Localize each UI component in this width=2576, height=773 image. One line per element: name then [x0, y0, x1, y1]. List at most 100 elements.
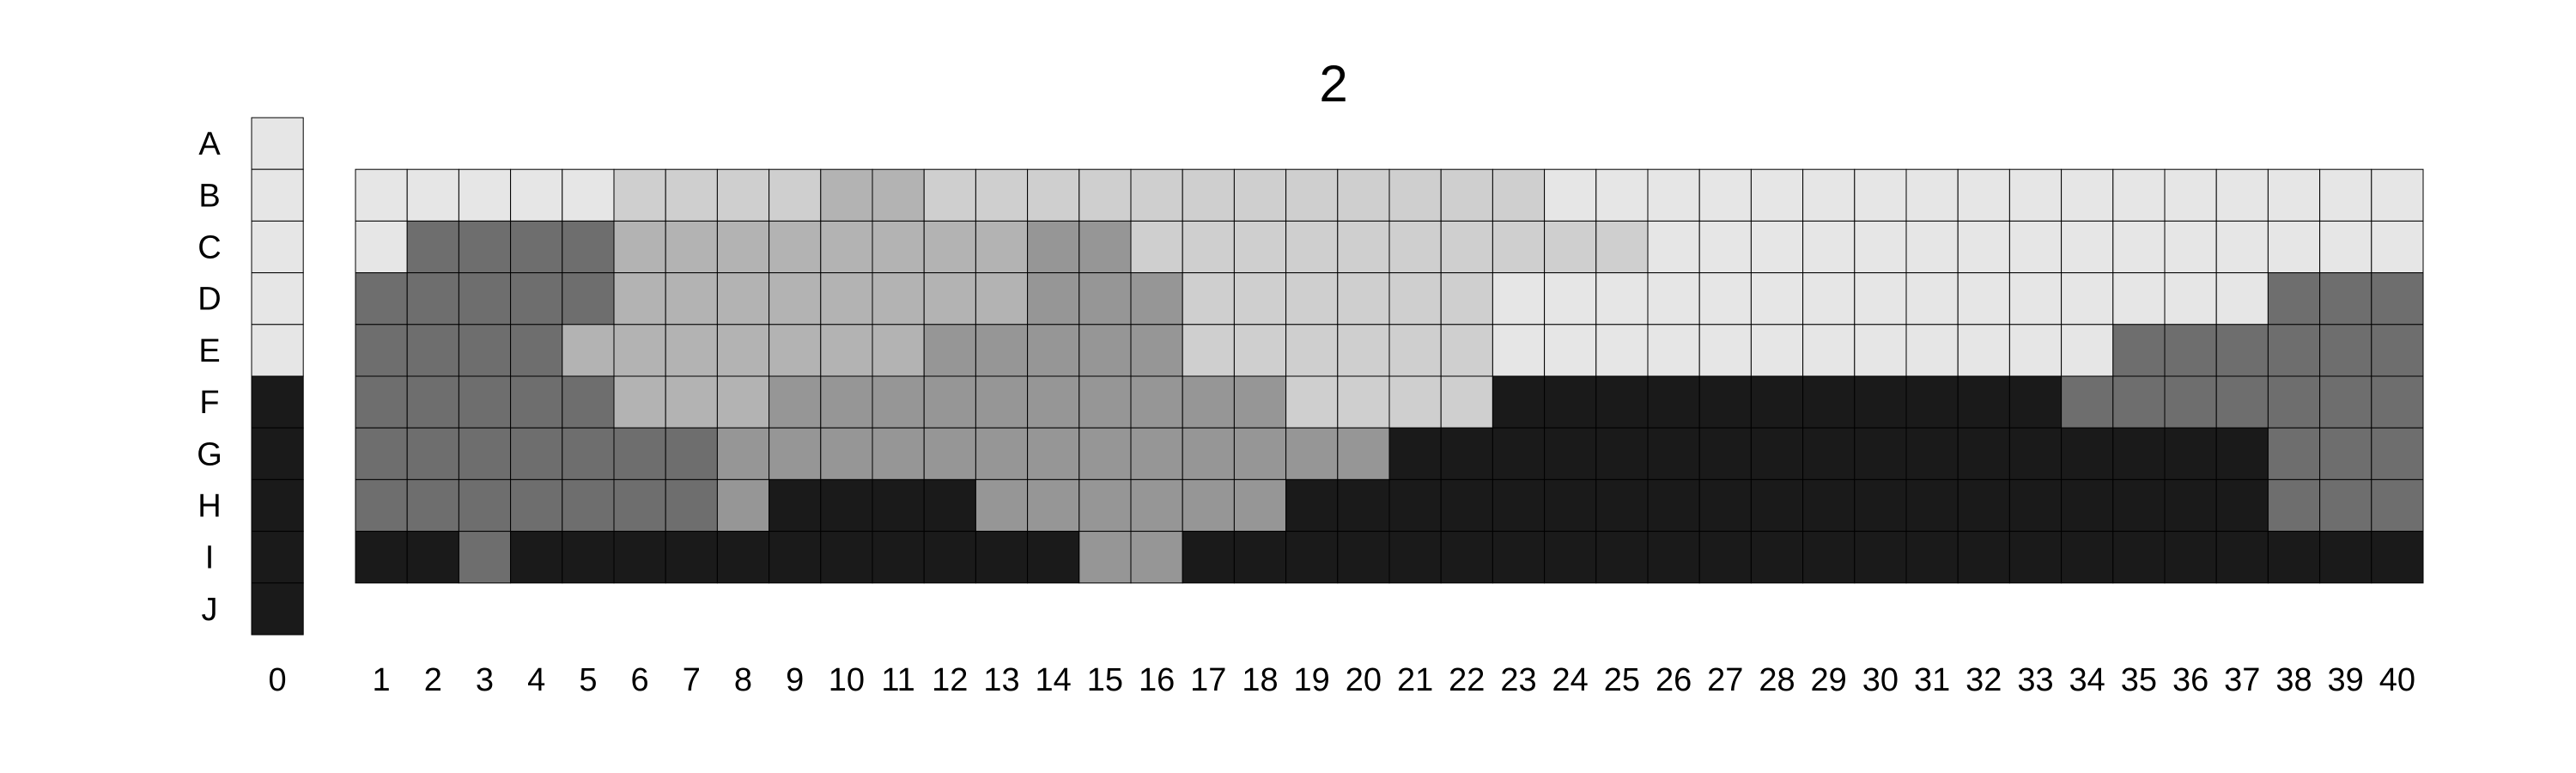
column-label-3: 3	[476, 662, 494, 698]
cell-B-18	[1233, 168, 1287, 222]
cell-H-21	[1388, 478, 1442, 533]
column-label-20: 20	[1346, 662, 1382, 698]
cell-F-15	[1078, 375, 1132, 429]
cell-B-29	[1802, 168, 1856, 222]
column-label-34: 34	[2069, 662, 2105, 698]
cell-B-21	[1388, 168, 1442, 222]
cell-B-20	[1337, 168, 1390, 222]
cell-G-11	[872, 427, 925, 480]
cell-col0-D	[251, 272, 304, 326]
cell-C-10	[820, 220, 873, 274]
column-label-35: 35	[2121, 662, 2157, 698]
cell-E-24	[1544, 324, 1597, 377]
cell-D-1	[355, 272, 408, 326]
cell-C-9	[769, 220, 822, 274]
cell-D-8	[716, 272, 770, 326]
cell-F-25	[1595, 375, 1649, 429]
cell-C-8	[716, 220, 770, 274]
cell-B-19	[1285, 168, 1339, 222]
column-label-23: 23	[1500, 662, 1536, 698]
cell-C-36	[2164, 220, 2217, 274]
row-label-H: H	[197, 489, 221, 525]
column-label-7: 7	[683, 662, 701, 698]
cell-H-3	[458, 478, 512, 533]
cell-F-12	[923, 375, 976, 429]
cell-H-16	[1130, 478, 1183, 533]
cell-B-24	[1544, 168, 1597, 222]
cell-H-34	[2061, 478, 2114, 533]
cell-H-19	[1285, 478, 1339, 533]
cell-C-28	[1750, 220, 1804, 274]
cell-D-6	[613, 272, 666, 326]
cell-C-19	[1285, 220, 1339, 274]
cell-I-20	[1337, 531, 1390, 584]
cell-F-3	[458, 375, 512, 429]
cell-G-30	[1854, 427, 1907, 480]
column-label-38: 38	[2275, 662, 2312, 698]
cell-F-10	[820, 375, 873, 429]
cell-B-3	[458, 168, 512, 222]
cell-E-14	[1027, 324, 1080, 377]
cell-B-16	[1130, 168, 1183, 222]
cell-G-39	[2319, 427, 2372, 480]
cell-F-17	[1182, 375, 1235, 429]
cell-B-37	[2215, 168, 2269, 222]
cell-G-25	[1595, 427, 1649, 480]
cell-G-23	[1492, 427, 1546, 480]
cell-F-29	[1802, 375, 1856, 429]
cell-D-20	[1337, 272, 1390, 326]
cell-H-40	[2371, 478, 2424, 533]
cell-H-11	[872, 478, 925, 533]
column-label-16: 16	[1139, 662, 1175, 698]
cell-G-40	[2371, 427, 2424, 480]
cell-F-16	[1130, 375, 1183, 429]
cell-H-8	[716, 478, 770, 533]
cell-I-29	[1802, 531, 1856, 584]
cell-I-12	[923, 531, 976, 584]
cell-F-24	[1544, 375, 1597, 429]
cell-E-18	[1233, 324, 1287, 377]
cell-E-22	[1440, 324, 1493, 377]
row-label-E: E	[198, 333, 220, 369]
column-label-39: 39	[2328, 662, 2364, 698]
cell-G-5	[562, 427, 615, 480]
cell-B-9	[769, 168, 822, 222]
cell-D-21	[1388, 272, 1442, 326]
cell-C-17	[1182, 220, 1235, 274]
cell-C-26	[1647, 220, 1700, 274]
cell-F-21	[1388, 375, 1442, 429]
cell-D-3	[458, 272, 512, 326]
cell-I-24	[1544, 531, 1597, 584]
cell-B-6	[613, 168, 666, 222]
cell-E-39	[2319, 324, 2372, 377]
column-label-15: 15	[1087, 662, 1123, 698]
cell-G-16	[1130, 427, 1183, 480]
cell-E-23	[1492, 324, 1546, 377]
cell-D-16	[1130, 272, 1183, 326]
cell-H-15	[1078, 478, 1132, 533]
cell-H-29	[1802, 478, 1856, 533]
cell-E-35	[2112, 324, 2166, 377]
cell-F-8	[716, 375, 770, 429]
cell-I-38	[2267, 531, 2321, 584]
cell-I-13	[975, 531, 1029, 584]
cell-I-27	[1698, 531, 1752, 584]
column-label-14: 14	[1036, 662, 1072, 698]
cell-D-29	[1802, 272, 1856, 326]
cell-D-24	[1544, 272, 1597, 326]
cell-E-7	[665, 324, 718, 377]
cell-H-25	[1595, 478, 1649, 533]
cell-C-3	[458, 220, 512, 274]
cell-D-5	[562, 272, 615, 326]
cell-D-4	[510, 272, 563, 326]
cell-G-4	[510, 427, 563, 480]
cell-G-33	[2008, 427, 2063, 480]
cell-E-36	[2164, 324, 2217, 377]
cell-B-13	[975, 168, 1029, 222]
cell-I-39	[2319, 531, 2372, 584]
cell-B-40	[2371, 168, 2424, 222]
cell-G-21	[1388, 427, 1442, 480]
cell-G-12	[923, 427, 976, 480]
cell-G-31	[1905, 427, 1959, 480]
cell-H-13	[975, 478, 1029, 533]
